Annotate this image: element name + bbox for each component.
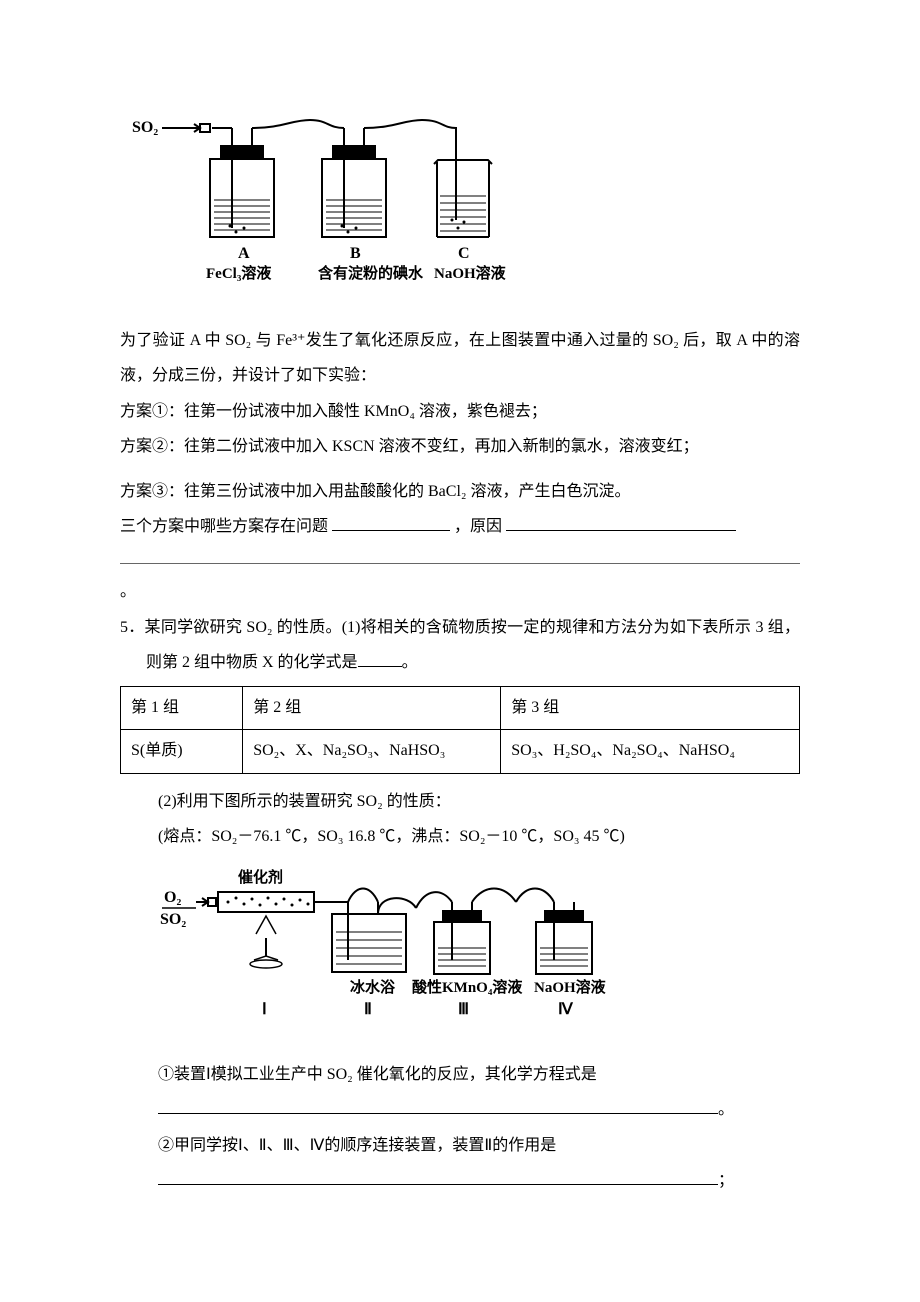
d1-tag-a: A: [238, 245, 250, 262]
apparatus-diagram-2: O₂ SO₂ 催化剂 Ⅰ: [158, 864, 800, 1047]
table-header-2: 第 2 组: [243, 686, 501, 729]
plan-2: 方案②：往第二份试液中加入 KSCN 溶液不变红，再加入新制的氯水，溶液变红；: [120, 429, 800, 464]
q5-sub-1: ①装置Ⅰ模拟工业生产中 SO₂ 催化氧化的反应，其化学方程式是: [158, 1057, 800, 1092]
d2-roman-2: Ⅱ: [364, 1001, 372, 1018]
q5-num: 5．: [120, 619, 145, 636]
d2-roman-1: Ⅰ: [262, 1001, 267, 1018]
trailing-period: 。: [120, 574, 800, 609]
d1-cap-a: FeCl₃溶液: [206, 264, 272, 282]
d2-input-o2: O₂: [164, 889, 181, 906]
d2-station-2: [332, 898, 416, 972]
q5-intro-b: 。: [402, 654, 418, 671]
q5-sub-1-tail: 。: [718, 1101, 734, 1118]
table-header-3: 第 3 组: [501, 686, 800, 729]
blank-reason[interactable]: [506, 511, 736, 531]
question-tail-b: ，原因: [454, 518, 502, 535]
d1-tag-c: C: [458, 245, 470, 262]
long-underline-1[interactable]: [120, 562, 800, 564]
table-cell-1: S(单质): [121, 730, 243, 773]
d2-input-so2: SO₂: [160, 911, 186, 928]
q5-intro: 5．某同学欲研究 SO₂ 的性质。(1)将相关的含硫物质按一定的规律和方法分为如…: [146, 610, 800, 680]
d2-cap-3: 酸性KMnO₄溶液: [412, 978, 523, 996]
d1-flask-a: [210, 120, 310, 237]
question-tail-a: 三个方案中哪些方案存在问题: [120, 518, 328, 535]
table-cell-3: SO₃、H₂SO₄、Na₂SO₄、NaHSO₄: [501, 730, 800, 773]
d1-beaker-c: [434, 160, 492, 237]
q5-sub-2: ②甲同学按Ⅰ、Ⅱ、Ⅲ、Ⅳ的顺序连接装置，装置Ⅱ的作用是: [158, 1128, 800, 1163]
d1-tag-b: B: [350, 245, 361, 262]
table-cell-2: SO₂、X、Na₂SO₃、NaHSO₃: [243, 730, 501, 773]
plan-1: 方案①：往第一份试液中加入酸性 KMnO₄ 溶液，紫色褪去；: [120, 394, 800, 429]
d2-roman-3: Ⅲ: [458, 1001, 469, 1018]
plan-3: 方案③：往第三份试液中加入用盐酸酸化的 BaCl₂ 溶液，产生白色沉淀。: [120, 474, 800, 509]
q5-part2-intro: (2)利用下图所示的装置研究 SO₂ 的性质：: [158, 784, 800, 819]
blank-which-plans[interactable]: [332, 511, 450, 531]
d1-cap-c: NaOH溶液: [434, 264, 507, 282]
d1-input-label: SO₂: [132, 119, 158, 136]
d2-cap-4: NaOH溶液: [534, 978, 607, 996]
q5-intro-a: 某同学欲研究 SO₂ 的性质。(1)将相关的含硫物质按一定的规律和方法分为如下表…: [145, 619, 800, 671]
q5-part2-note: (熔点：SO₂－76.1 ℃，SO₃ 16.8 ℃，沸点：SO₂－10 ℃，SO…: [158, 819, 800, 854]
sulfur-groups-table: 第 1 组 第 2 组 第 3 组 S(单质) SO₂、X、Na₂SO₃、NaH…: [120, 686, 800, 774]
question-blank-line: 三个方案中哪些方案存在问题 ，原因: [120, 509, 800, 544]
intro-paragraph: 为了验证 A 中 SO₂ 与 Fe³⁺发生了氧化还原反应，在上图装置中通入过量的…: [120, 323, 800, 393]
d2-station-4: [516, 889, 592, 975]
d2-roman-4: Ⅳ: [558, 1001, 574, 1018]
d2-station-3: [416, 889, 516, 975]
blank-device2-role[interactable]: [158, 1165, 718, 1185]
d2-catalyst-label: 催化剂: [238, 868, 283, 886]
d2-cap-2: 冰水浴: [350, 978, 396, 996]
blank-x-formula[interactable]: [358, 647, 402, 667]
d1-cap-b: 含有淀粉的碘水: [318, 264, 424, 282]
d1-flask-b: [310, 120, 422, 237]
table-header-1: 第 1 组: [121, 686, 243, 729]
blank-equation[interactable]: [158, 1094, 718, 1114]
apparatus-diagram-1: SO₂: [132, 100, 800, 313]
q5-sub-2-tail: ；: [718, 1172, 734, 1189]
